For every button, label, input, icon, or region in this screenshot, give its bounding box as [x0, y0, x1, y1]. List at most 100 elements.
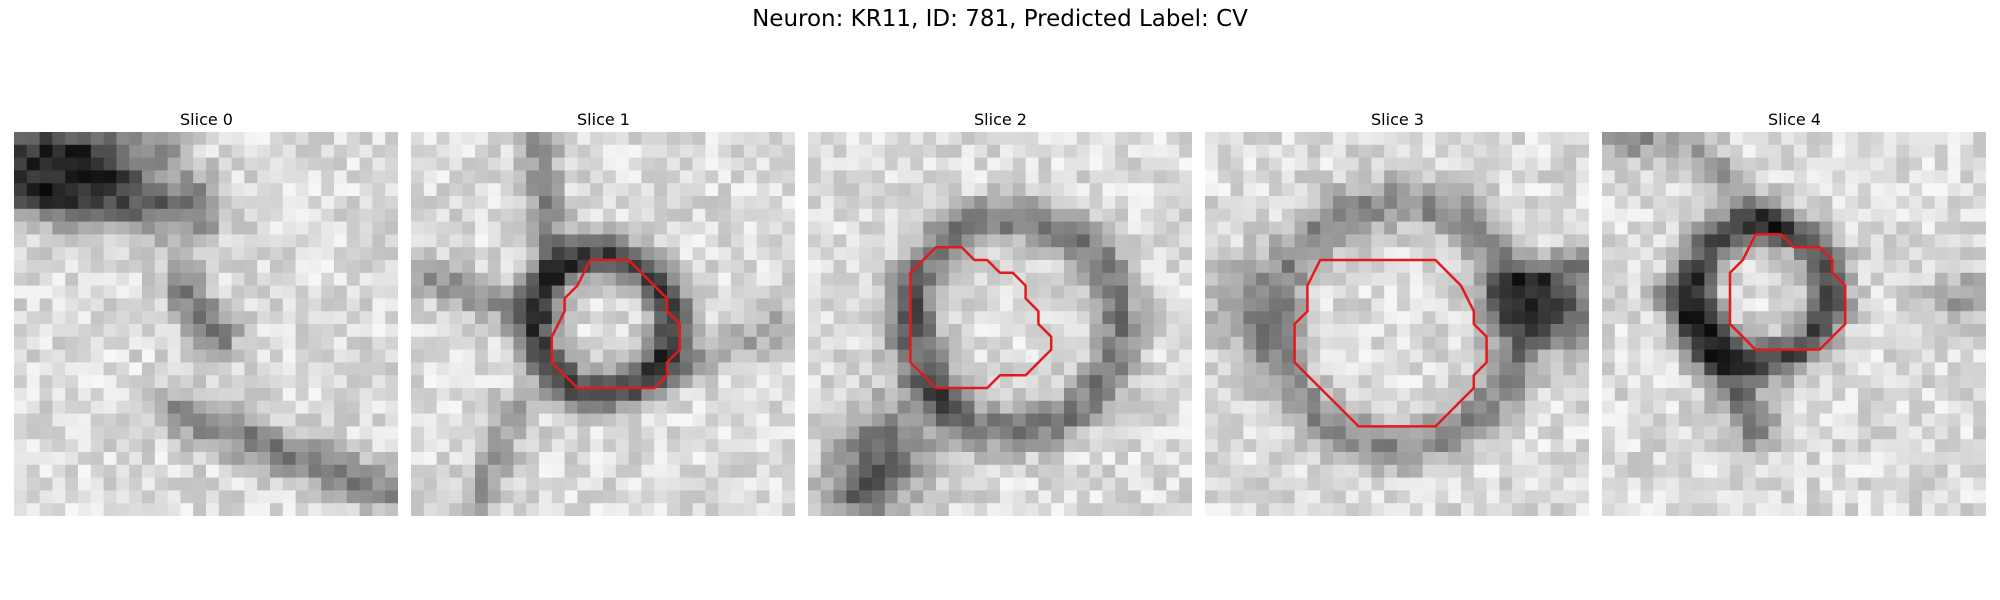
pixel [1512, 490, 1526, 504]
pixel [1973, 349, 1986, 363]
pixel [1512, 170, 1526, 184]
pixel [231, 503, 245, 516]
pixel [1858, 272, 1872, 286]
pixel [1473, 183, 1487, 197]
pixel [78, 362, 92, 376]
pixel [475, 413, 489, 427]
pixel [743, 311, 757, 325]
pixel [1115, 490, 1129, 504]
pixel [1397, 464, 1411, 478]
pixel [359, 311, 373, 325]
pixel [1499, 400, 1513, 414]
pixel [1627, 388, 1641, 402]
pixel [948, 324, 962, 338]
pixel [1614, 388, 1628, 402]
pixel [462, 324, 476, 338]
pixel [487, 234, 501, 248]
pixel [1333, 234, 1347, 248]
pixel [628, 132, 642, 146]
pixel [1768, 388, 1782, 402]
pixel [667, 452, 681, 466]
pixel [1934, 349, 1948, 363]
pixel [1525, 170, 1539, 184]
pixel [1409, 490, 1423, 504]
pixel [462, 285, 476, 299]
pixel [1960, 144, 1974, 158]
pixel [1602, 375, 1616, 389]
pixel [833, 208, 847, 222]
pixel [1051, 388, 1065, 402]
pixel [1179, 157, 1192, 171]
pixel [1012, 388, 1026, 402]
pixel [1384, 464, 1398, 478]
pixel [1000, 221, 1014, 235]
pixel [449, 311, 463, 325]
pixel [282, 260, 296, 274]
pixel [1358, 336, 1372, 350]
pixel [1486, 362, 1500, 376]
pixel [1832, 452, 1846, 466]
pixel [628, 362, 642, 376]
pixel [1076, 362, 1090, 376]
pixel [1384, 157, 1398, 171]
pixel [936, 375, 950, 389]
pixel [1089, 477, 1103, 491]
pixel [372, 336, 386, 350]
pixel [1358, 375, 1372, 389]
pixel [692, 298, 706, 312]
pixel [1064, 362, 1078, 376]
pixel [1794, 452, 1808, 466]
pixel [372, 452, 386, 466]
pixel [641, 196, 655, 210]
pixel [948, 413, 962, 427]
pixel [475, 439, 489, 453]
pixel [1076, 503, 1090, 516]
pixel [1947, 503, 1961, 516]
pixel [1345, 388, 1359, 402]
pixel [1819, 375, 1833, 389]
pixel [1934, 234, 1948, 248]
pixel [1602, 144, 1616, 158]
pixel [1525, 196, 1539, 210]
pixel [308, 400, 322, 414]
pixel [78, 234, 92, 248]
pixel [14, 388, 28, 402]
pixel [1153, 324, 1167, 338]
pixel [1691, 413, 1705, 427]
pixel [820, 439, 834, 453]
pixel [756, 400, 770, 414]
pixel [1845, 272, 1859, 286]
pixel [1806, 311, 1820, 325]
pixel [948, 477, 962, 491]
pixel [564, 260, 578, 274]
pixel [500, 503, 514, 516]
pixel [423, 183, 437, 197]
pixel [1909, 362, 1923, 376]
pixel [1806, 426, 1820, 440]
pixel [1435, 221, 1449, 235]
pixel [756, 452, 770, 466]
pixel [1025, 247, 1039, 261]
pixel [1320, 132, 1334, 146]
pixel [1140, 388, 1154, 402]
pixel [641, 388, 655, 402]
pixel [1909, 132, 1923, 146]
pixel [193, 413, 207, 427]
pixel [1934, 362, 1948, 376]
pixel [1384, 298, 1398, 312]
pixel [1755, 336, 1769, 350]
pixel [692, 349, 706, 363]
pixel [1256, 439, 1270, 453]
pixel [756, 336, 770, 350]
pixel [1896, 439, 1910, 453]
pixel [372, 439, 386, 453]
pixel [1832, 464, 1846, 478]
pixel [1717, 452, 1731, 466]
pixel [65, 426, 79, 440]
pixel [1730, 170, 1744, 184]
pixel [1640, 208, 1654, 222]
slice-title-0: Slice 0 [180, 110, 233, 129]
pixel [603, 503, 617, 516]
pixel [1486, 413, 1500, 427]
pixel [1537, 272, 1551, 286]
